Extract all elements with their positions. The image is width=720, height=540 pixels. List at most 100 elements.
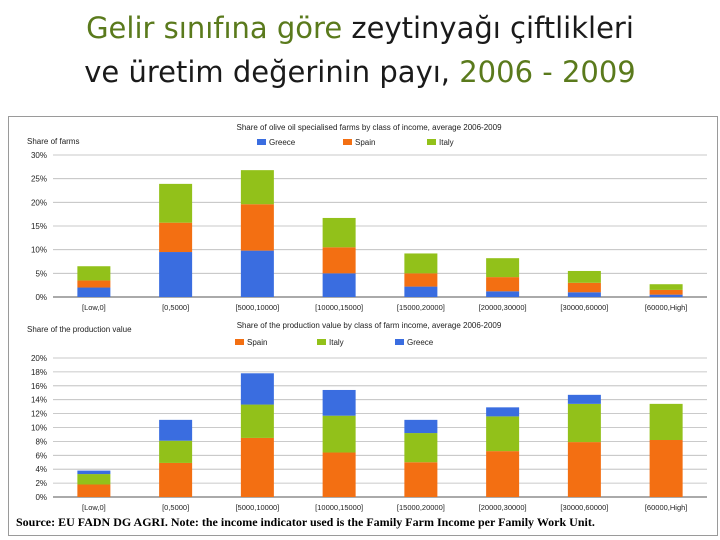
- chart2-bar-greece-4: [322, 389, 356, 416]
- chart1-xtick-label: [15000,20000]: [397, 303, 445, 312]
- chart1-legend-label-2: Spain: [355, 138, 375, 147]
- chart2-ytick-label: 10%: [31, 424, 47, 433]
- chart1-xtick-label: [10000,15000]: [315, 303, 363, 312]
- chart1-bar-spain-6: [486, 277, 520, 292]
- chart1-xtick-label: [60000,High]: [645, 303, 688, 312]
- chart1-bar-spain-1: [77, 280, 111, 288]
- chart1-xtick-label: [Low,0]: [82, 303, 106, 312]
- chart2-bar-italy-4: [322, 415, 356, 453]
- title-text-1: zeytinyağı çiftlikleri: [342, 11, 634, 45]
- chart-figure: Share of olive oil specialised farms by …: [8, 116, 718, 536]
- chart1-bar-spain-8: [649, 289, 683, 295]
- chart1-title: Share of olive oil specialised farms by …: [236, 123, 502, 132]
- chart1-bar-greece-5: [404, 286, 438, 297]
- chart1-bar-italy-7: [567, 270, 601, 283]
- chart2-ytick-label: 12%: [31, 410, 47, 419]
- chart1-bar-greece-1: [77, 287, 111, 297]
- chart2-ytick-label: 14%: [31, 396, 47, 405]
- chart2-bar-italy-3: [240, 404, 274, 438]
- chart2-bar-italy-8: [649, 403, 683, 441]
- chart2-ylabel: Share of the production value: [27, 325, 132, 334]
- chart1-ytick-label: 20%: [31, 198, 47, 207]
- chart2-xtick-label: [Low,0]: [82, 503, 106, 512]
- chart1-bar-italy-4: [322, 217, 356, 248]
- chart2-ytick-label: 20%: [31, 354, 47, 363]
- chart2-bar-spain-8: [649, 440, 683, 497]
- chart1-bar-greece-8: [649, 294, 683, 297]
- chart2-bar-greece-2: [159, 419, 193, 441]
- chart2-ytick-label: 16%: [31, 382, 47, 391]
- chart1-ytick-label: 15%: [31, 222, 47, 231]
- chart1-bar-greece-6: [486, 291, 520, 297]
- chart2-legend-label-3: Greece: [407, 338, 434, 347]
- chart1-bar-spain-4: [322, 247, 356, 274]
- chart2-legend-label-1: Spain: [247, 338, 267, 347]
- chart2-xtick-label: [60000,High]: [645, 503, 688, 512]
- chart2-ytick-label: 8%: [35, 437, 47, 446]
- chart1-legend-swatch-3: [427, 139, 436, 145]
- chart2-bar-spain-7: [567, 442, 601, 497]
- chart1-ytick-label: 0%: [35, 293, 47, 302]
- source-note: Source: EU FADN DG AGRI. Note: the incom…: [16, 515, 595, 529]
- chart1-bar-italy-3: [240, 170, 274, 205]
- chart1-bar-spain-7: [567, 282, 601, 293]
- chart2-bar-greece-5: [404, 419, 438, 434]
- chart2-bar-spain-6: [486, 451, 520, 497]
- chart2-bar-greece-7: [567, 394, 601, 404]
- chart2-ytick-label: 4%: [35, 465, 47, 474]
- chart2-bar-spain-4: [322, 452, 356, 497]
- chart1-xtick-label: [5000,10000]: [235, 303, 279, 312]
- chart2-legend-swatch-3: [395, 339, 404, 345]
- chart2-bar-spain-2: [159, 462, 193, 497]
- chart2-bar-spain-5: [404, 462, 438, 497]
- chart2-bar-spain-1: [77, 484, 111, 497]
- chart2-bar-greece-6: [486, 407, 520, 417]
- chart1-legend-label-1: Greece: [269, 138, 296, 147]
- chart1-legend-swatch-2: [343, 139, 352, 145]
- chart1-bar-italy-2: [159, 183, 193, 223]
- charts-svg: Share of olive oil specialised farms by …: [27, 123, 707, 512]
- chart1-bar-greece-7: [567, 292, 601, 297]
- chart2-xtick-label: [5000,10000]: [235, 503, 279, 512]
- chart2-bar-italy-6: [486, 416, 520, 452]
- chart1-bar-spain-2: [159, 222, 193, 253]
- chart2-xtick-label: [30000,60000]: [560, 503, 608, 512]
- chart2-legend-swatch-2: [317, 339, 326, 345]
- title-accent-1: Gelir sınıfına göre: [86, 11, 343, 45]
- title-line-1: Gelir sınıfına göre zeytinyağı çiftlikle…: [0, 6, 720, 50]
- chart1-bar-spain-3: [240, 204, 274, 251]
- chart1-legend-swatch-1: [257, 139, 266, 145]
- chart1-xtick-label: [30000,60000]: [560, 303, 608, 312]
- chart1-bar-italy-5: [404, 253, 438, 274]
- chart2-bar-italy-1: [77, 474, 111, 485]
- chart1-xtick-label: [0,5000]: [162, 303, 189, 312]
- chart2-xtick-label: [0,5000]: [162, 503, 189, 512]
- chart1-bar-italy-6: [486, 258, 520, 278]
- chart2-xtick-label: [15000,20000]: [397, 503, 445, 512]
- chart2-ytick-label: 6%: [35, 451, 47, 460]
- chart2-bar-italy-5: [404, 433, 438, 463]
- chart1-bar-greece-3: [240, 250, 274, 297]
- chart2-xtick-label: [10000,15000]: [315, 503, 363, 512]
- chart1-xtick-label: [20000,30000]: [479, 303, 527, 312]
- title-accent-2: 2006 - 2009: [459, 55, 636, 89]
- chart2-ytick-label: 2%: [35, 479, 47, 488]
- chart2-ytick-label: 0%: [35, 493, 47, 502]
- title-line-2: ve üretim değerinin payı, 2006 - 2009: [0, 50, 720, 94]
- chart2-legend-swatch-1: [235, 339, 244, 345]
- title-text-2: ve üretim değerinin payı,: [84, 55, 460, 89]
- chart1-ytick-label: 5%: [35, 269, 47, 278]
- slide-title: Gelir sınıfına göre zeytinyağı çiftlikle…: [0, 6, 720, 94]
- chart2-bar-italy-2: [159, 440, 193, 463]
- chart2-legend-label-2: Italy: [329, 338, 344, 347]
- chart1-bar-italy-8: [649, 284, 683, 290]
- chart2-bar-greece-1: [77, 470, 111, 475]
- chart2-title: Share of the production value by class o…: [237, 321, 502, 330]
- chart1-ytick-label: 25%: [31, 175, 47, 184]
- chart2-bar-spain-3: [240, 437, 274, 497]
- chart1-bar-greece-2: [159, 252, 193, 297]
- chart1-bar-spain-5: [404, 273, 438, 287]
- chart2-ytick-label: 18%: [31, 368, 47, 377]
- chart2-bar-greece-3: [240, 373, 274, 405]
- chart1-bar-greece-4: [322, 273, 356, 297]
